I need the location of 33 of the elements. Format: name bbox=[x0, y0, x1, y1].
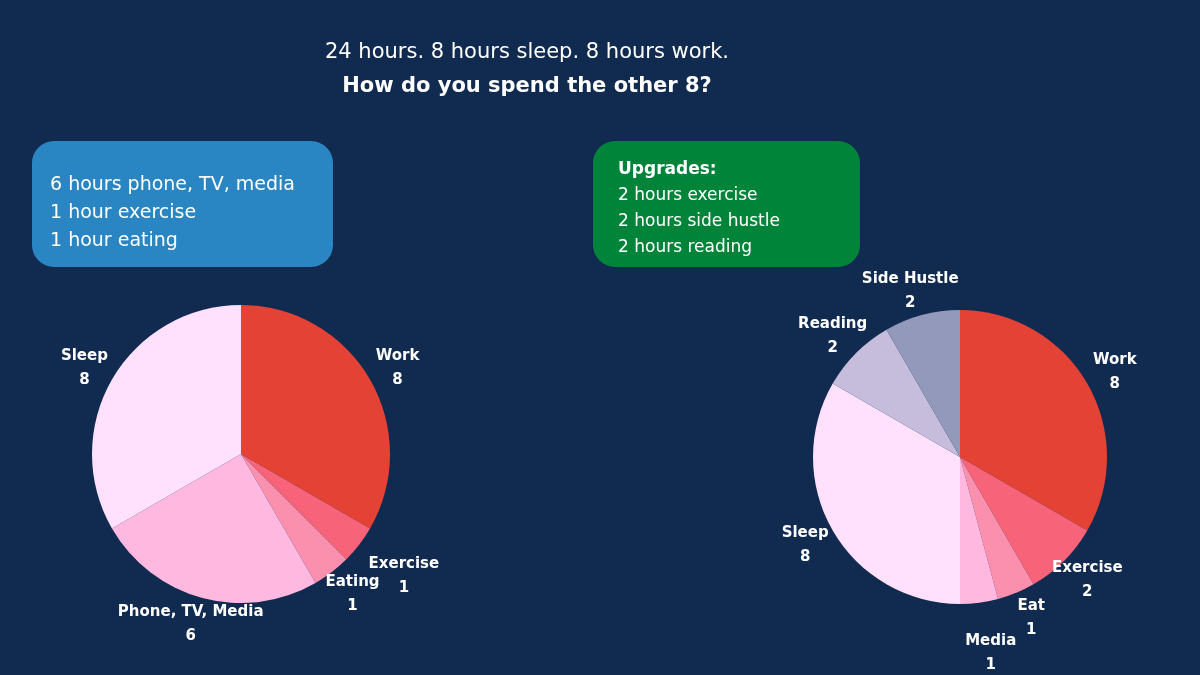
data-label: 1 bbox=[1025, 619, 1037, 638]
text: 2 hours exercise bbox=[618, 183, 759, 206]
slice-label: Reading bbox=[798, 313, 868, 332]
data-label: 8 bbox=[392, 369, 403, 388]
slice-label: Sleep bbox=[781, 522, 829, 541]
data-label: 6 bbox=[185, 626, 196, 645]
data-label: 8 bbox=[79, 369, 90, 388]
slice-label: Phone, TV, Media bbox=[117, 602, 264, 621]
text: 6 hours phone, TV, media bbox=[50, 171, 296, 196]
data-label: 8 bbox=[1109, 373, 1121, 392]
data-label: 8 bbox=[799, 546, 811, 565]
data-label: 1 bbox=[347, 595, 358, 614]
slice-label: Work bbox=[375, 345, 421, 364]
data-label: 1 bbox=[985, 655, 996, 674]
text: 2 hours side hustle bbox=[618, 209, 781, 232]
slice-label: Eating bbox=[325, 571, 380, 590]
data-label: 2 bbox=[1082, 582, 1093, 601]
text: 2 hours reading bbox=[618, 235, 753, 258]
data-label: 2 bbox=[827, 337, 838, 356]
slice-label: Eat bbox=[1017, 595, 1045, 614]
text: 24 hours. 8 hours sleep. 8 hours work. bbox=[323, 38, 731, 65]
data-label: 1 bbox=[398, 578, 410, 597]
data-label: 2 bbox=[905, 292, 916, 311]
slice-label: Sleep bbox=[60, 345, 109, 364]
slice-label: Exercise bbox=[368, 554, 440, 573]
text: 1 hour eating bbox=[50, 227, 179, 252]
slice-label: Exercise bbox=[1052, 558, 1123, 577]
text: Upgrades: bbox=[618, 157, 718, 180]
text: 1 hour exercise bbox=[50, 199, 198, 224]
slice-label: Side Hustle bbox=[861, 268, 959, 287]
slice-label: Work bbox=[1092, 349, 1138, 368]
text: How do you spend the other 8? bbox=[341, 72, 713, 99]
slice-label: Media bbox=[965, 631, 1017, 650]
